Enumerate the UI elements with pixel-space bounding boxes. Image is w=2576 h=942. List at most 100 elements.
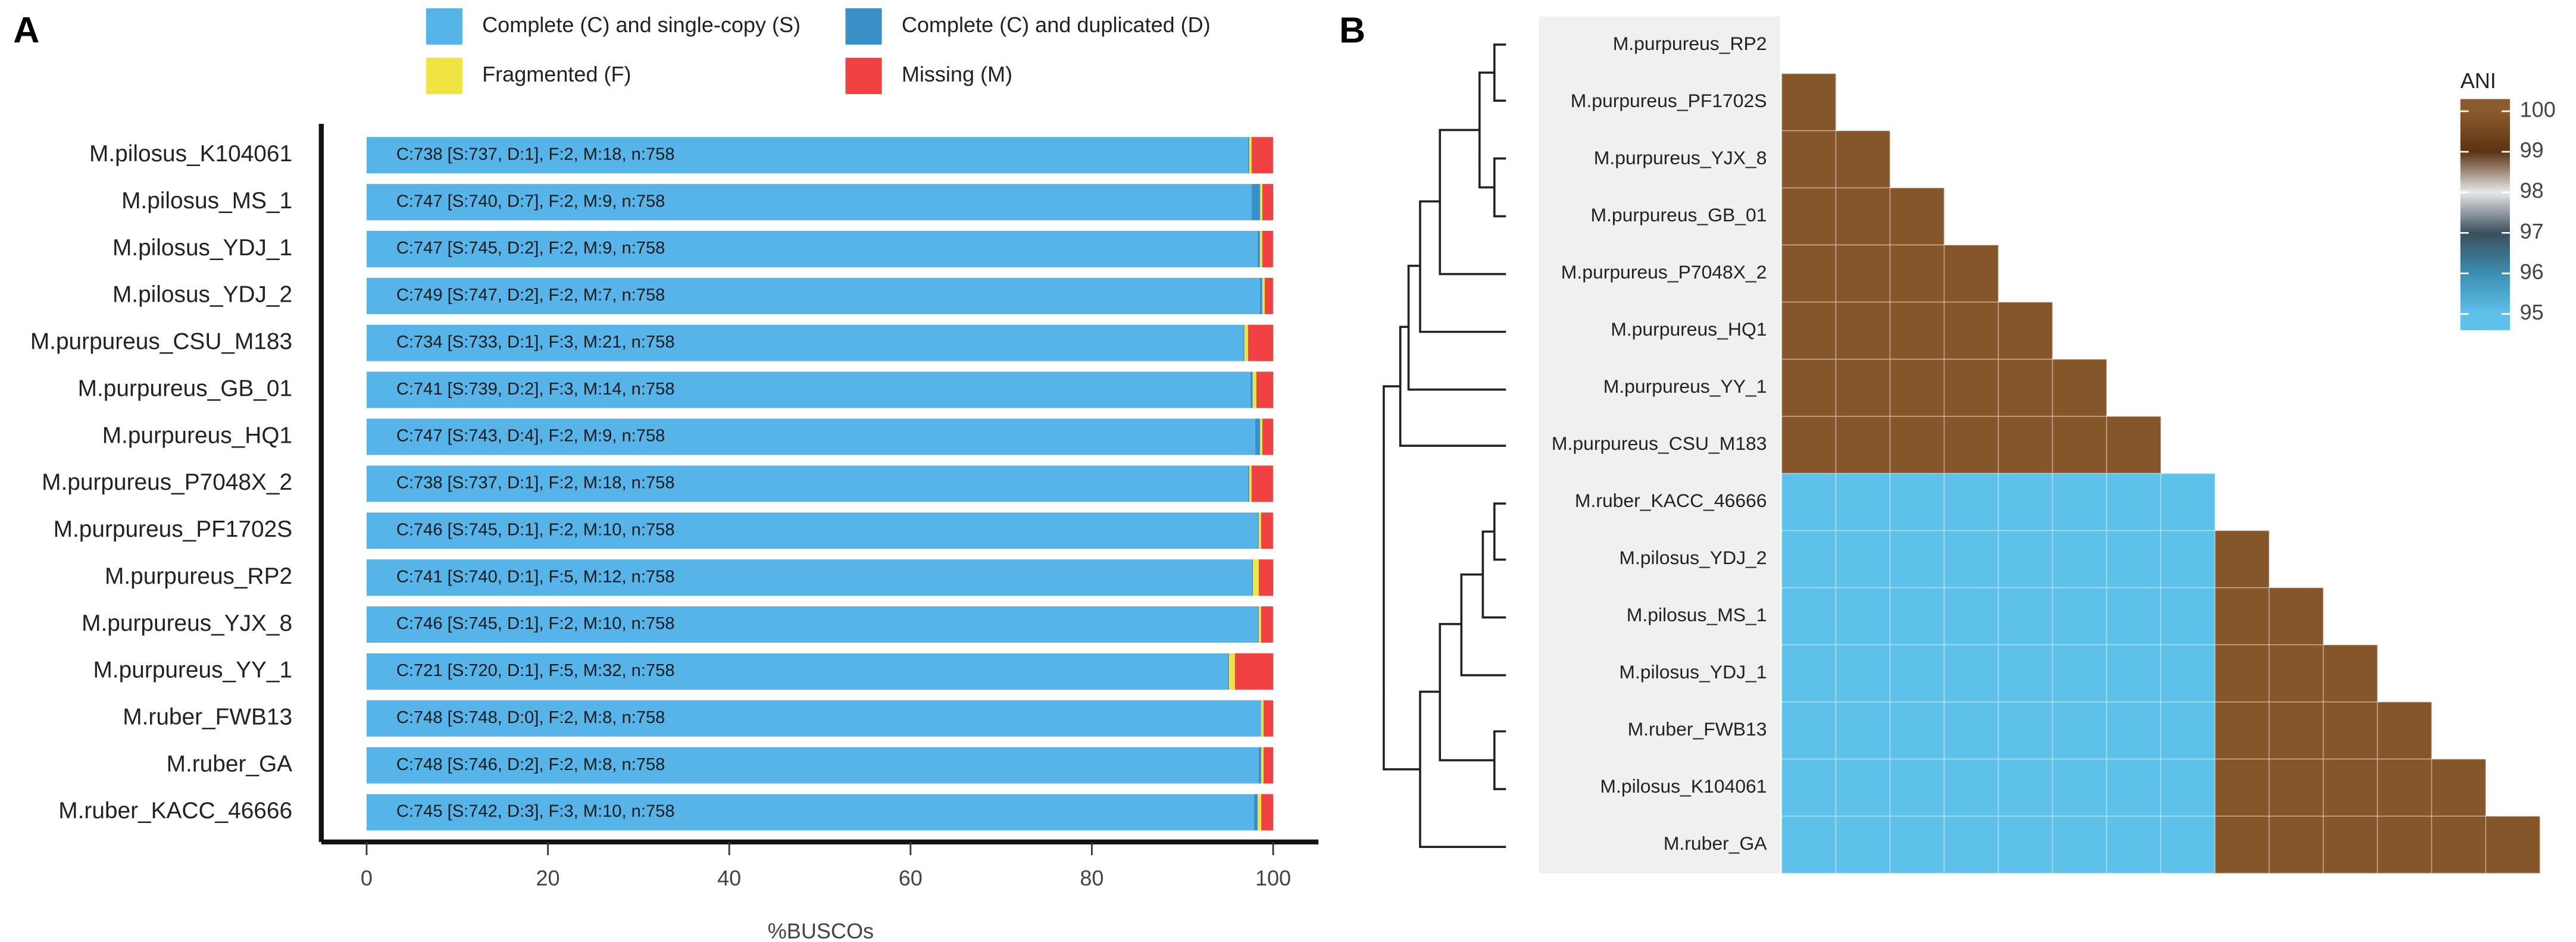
- bar-segment: [1259, 231, 1262, 268]
- heatmap-cell: [2106, 701, 2162, 760]
- heatmap-cell: [1997, 644, 2053, 703]
- heatmap-cell: [2431, 758, 2487, 817]
- heatmap-cell: [2377, 758, 2433, 817]
- heatmap-cell: [1943, 758, 1999, 817]
- bar-label: C:747 [S:745, D:2], F:2, M:9, n:758: [396, 239, 665, 258]
- heatmap-cell: [1889, 358, 1945, 417]
- row-label: M.purpureus_YJX_8: [1594, 147, 1767, 168]
- bar-segment: [366, 606, 1258, 643]
- x-tick-label: 80: [1080, 866, 1103, 890]
- bar-segment: [1248, 137, 1249, 174]
- heatmap-cell: [1781, 701, 1837, 760]
- category-label: M.purpureus_YY_1: [93, 658, 293, 683]
- heatmap-cell: [2268, 644, 2324, 703]
- bar-segment: [1259, 184, 1262, 221]
- heatmap-cell: [1781, 415, 1837, 474]
- row-label: M.purpureus_CSU_M183: [1552, 433, 1767, 454]
- row-label: M.ruber_KACC_46666: [1575, 490, 1767, 511]
- x-axis-label: %BUSCOs: [768, 919, 874, 942]
- heatmap-cell: [2052, 358, 2108, 417]
- heatmap-cell: [1889, 187, 1945, 246]
- heatmap-cell: [1943, 415, 1999, 474]
- heatmap-cell: [1781, 758, 1837, 817]
- heatmap-cell: [2052, 758, 2108, 817]
- heatmap-cell: [2322, 644, 2378, 703]
- bar-segment: [1227, 653, 1229, 690]
- bar-segment: [366, 747, 1259, 784]
- bar-segment: [1228, 653, 1235, 690]
- heatmap-cell: [1835, 244, 1891, 303]
- bar-label: C:746 [S:745, D:1], F:2, M:10, n:758: [396, 520, 675, 539]
- heatmap-cell: [2106, 530, 2162, 589]
- heatmap-cell: [2268, 701, 2324, 760]
- heatmap-cell: [1943, 815, 1999, 874]
- bar-segment: [1257, 606, 1259, 643]
- bar-segment: [1252, 559, 1259, 596]
- colorbar-tick-label: 95: [2520, 300, 2544, 324]
- heatmap-cell: [1781, 73, 1837, 132]
- bar-segment: [366, 277, 1260, 314]
- heatmap-cell: [1997, 530, 2053, 589]
- bar-segment: [366, 559, 1252, 596]
- category-label: M.ruber_KACC_46666: [58, 798, 292, 824]
- legend-label: Complete (C) and duplicated (D): [902, 12, 1211, 37]
- heatmap-cell: [2322, 701, 2378, 760]
- heatmap-cell: [2106, 758, 2162, 817]
- bar-segment: [1234, 653, 1274, 690]
- heatmap-cell: [2160, 815, 2216, 874]
- heatmap-cell: [1943, 301, 1999, 360]
- bar-segment: [366, 700, 1261, 737]
- bar-segment: [1251, 559, 1253, 596]
- bar-label: C:748 [S:748, D:0], F:2, M:8, n:758: [396, 708, 665, 727]
- category-label: M.purpureus_GB_01: [78, 375, 292, 401]
- heatmap-cell: [1889, 244, 1945, 303]
- heatmap-cell: [2268, 587, 2324, 646]
- bar-segment: [1256, 371, 1274, 408]
- heatmap-cell: [1889, 472, 1945, 531]
- bar-segment: [1258, 747, 1261, 784]
- colorbar-tick-label: 97: [2520, 219, 2544, 243]
- row-label: M.ruber_GA: [1664, 833, 1767, 854]
- bar-segment: [366, 184, 1252, 221]
- legend-swatch: [426, 8, 462, 45]
- heatmap-cell: [1997, 301, 2053, 360]
- bar-segment: [1262, 231, 1273, 268]
- heatmap-cell: [1835, 815, 1891, 874]
- heatmap-cell: [2214, 530, 2270, 589]
- bar-segment: [1248, 324, 1274, 361]
- bar-label: C:734 [S:733, D:1], F:3, M:21, n:758: [396, 333, 675, 352]
- bar-segment: [366, 653, 1228, 690]
- heatmap-cell: [2052, 701, 2108, 760]
- x-tick-label: 100: [1255, 866, 1291, 890]
- heatmap-cell: [1781, 358, 1837, 417]
- heatmap-cell: [2377, 815, 2433, 874]
- bar-segment: [1261, 700, 1264, 737]
- category-label: M.purpureus_CSU_M183: [30, 329, 292, 355]
- heatmap-cell: [1943, 244, 1999, 303]
- bar-segment: [1244, 324, 1248, 361]
- bar-segment: [1258, 606, 1261, 643]
- heatmap-cell: [2214, 644, 2270, 703]
- row-label: M.pilosus_K104061: [1600, 775, 1767, 797]
- heatmap-cell: [2431, 815, 2487, 874]
- bar-segment: [1261, 606, 1273, 643]
- bar-segment: [1253, 794, 1258, 831]
- bar-segment: [1261, 512, 1273, 549]
- heatmap-cell: [2214, 815, 2270, 874]
- bar-segment: [366, 512, 1258, 549]
- bar-segment: [1259, 277, 1262, 314]
- heatmap-cell: [2160, 530, 2216, 589]
- heatmap-cell: [2052, 472, 2108, 531]
- category-label: M.purpureus_HQ1: [102, 423, 292, 448]
- heatmap-cell: [2322, 758, 2378, 817]
- heatmap-cell: [1943, 472, 1999, 531]
- row-label: M.purpureus_RP2: [1613, 33, 1767, 54]
- heatmap-cell: [1997, 587, 2053, 646]
- row-label: M.pilosus_YDJ_1: [1619, 661, 1767, 683]
- category-label: M.purpureus_YJX_8: [82, 611, 292, 636]
- bar-segment: [1248, 465, 1249, 502]
- heatmap-cell: [2052, 644, 2108, 703]
- colorbar-tick-label: 96: [2520, 259, 2544, 284]
- heatmap-cell: [2214, 701, 2270, 760]
- bar-segment: [1251, 137, 1273, 174]
